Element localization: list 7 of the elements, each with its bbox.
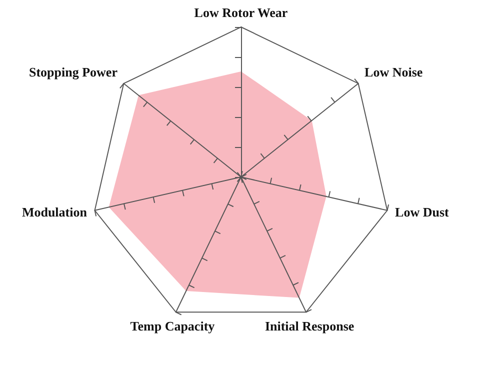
spoke-label: Temp Capacity xyxy=(130,318,216,334)
spoke-label: Low Rotor Wear xyxy=(194,5,288,20)
spoke-label: Low Noise xyxy=(364,64,423,80)
spoke-label: Stopping Power xyxy=(28,64,118,80)
spoke-label: Modulation xyxy=(22,204,88,220)
spoke-label: Low Dust xyxy=(395,204,450,220)
spoke-label: Initial Response xyxy=(264,318,354,334)
